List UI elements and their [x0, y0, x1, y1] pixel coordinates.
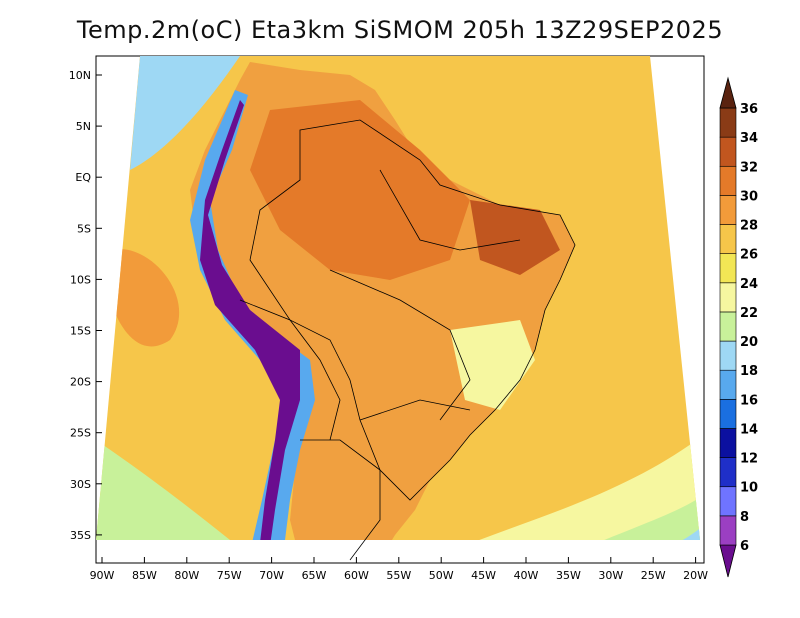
lon-label: 45W [471, 569, 496, 582]
lon-label: 25W [641, 569, 666, 582]
lon-label: 55W [386, 569, 411, 582]
colorbar-label: 32 [740, 160, 758, 175]
pacific-north-cool [130, 56, 240, 170]
colorbar-band [719, 282, 737, 313]
lon-label: 75W [217, 569, 242, 582]
amazon-hot-region [250, 100, 470, 280]
lon-label: 50W [429, 569, 454, 582]
colorbar-label: 14 [740, 422, 758, 437]
colorbar-max-arrow [719, 76, 737, 109]
colorbar-band [719, 253, 737, 284]
lat-label: 30S [70, 478, 91, 491]
lat-label: 25S [70, 427, 91, 440]
colorbar-label: 6 [740, 539, 749, 554]
colorbar-label: 24 [740, 277, 758, 292]
colorbar-band [719, 165, 737, 196]
colorbar-band [719, 107, 737, 138]
colorbar-band [719, 428, 737, 458]
northeast-hot-region [470, 200, 560, 275]
colorbar-band [719, 515, 737, 546]
country-borders [239, 119, 576, 561]
border-brazil-states-2 [329, 269, 471, 421]
lat-label: 35S [70, 529, 91, 542]
pacific-north-warm [110, 248, 180, 347]
lon-label: 70W [259, 569, 284, 582]
colorbar-label: 18 [740, 364, 758, 379]
lat-label: 10S [70, 273, 91, 286]
colorbar-band [719, 486, 737, 517]
chart-title: Temp.2m(oC) Eta3km SiSMOM 205h 13Z29SEP2… [76, 16, 724, 44]
latitude-axis: 10N 5N EQ 5S 10S 15S 20S 25S 30S 35S [69, 69, 102, 542]
lon-label: 30W [598, 569, 623, 582]
colorbar-label: 20 [740, 335, 758, 350]
lon-label: 90W [90, 569, 115, 582]
model-domain [96, 56, 700, 540]
colorbar-band [719, 399, 737, 429]
colorbar-label: 30 [740, 189, 758, 204]
lat-label: EQ [75, 171, 91, 184]
colorbar-label: 8 [740, 510, 749, 525]
lat-label: 15S [70, 325, 91, 338]
colorbar-band [719, 136, 737, 167]
colorbar-label: 28 [740, 219, 758, 234]
border-brazil-states-1 [379, 169, 521, 251]
colorbar-label: 16 [740, 393, 758, 408]
longitude-axis: 90W 85W 80W 75W 70W 65W 60W 55W 50W 45W 40W 35W 30W 2… [90, 557, 708, 582]
colorbar-band [719, 311, 737, 342]
lon-label: 40W [514, 569, 539, 582]
colorbar-band [719, 224, 737, 254]
border-brazil-states-3 [359, 399, 471, 421]
lat-label: 20S [70, 376, 91, 389]
colorbar-label: 34 [740, 131, 758, 146]
colorbar-label: 12 [740, 452, 758, 467]
colorbar-band [719, 369, 737, 400]
lon-label: 85W [132, 569, 157, 582]
colorbar-label: 22 [740, 306, 758, 321]
colorbar: 6 8 10 12 14 16 18 20 22 24 26 28 30 32 34 36 [719, 76, 758, 578]
lat-label: 5N [76, 120, 91, 133]
colorbar-label: 10 [740, 481, 758, 496]
lon-label: 65W [302, 569, 327, 582]
colorbar-band [719, 457, 737, 488]
lon-label: 20W [683, 569, 708, 582]
pacific-cool-tongue [96, 440, 230, 540]
lat-label: 5S [77, 222, 91, 235]
border-argentina [300, 439, 381, 561]
colorbar-label: 36 [740, 102, 758, 117]
border-peru-bolivia [239, 299, 341, 441]
lat-label: 10N [69, 69, 91, 82]
lon-label: 35W [556, 569, 581, 582]
lon-label: 60W [344, 569, 369, 582]
colorbar-label: 26 [740, 248, 758, 263]
lon-label: 80W [174, 569, 199, 582]
colorbar-min-arrow [719, 544, 737, 578]
andes-very-cold-strip [200, 100, 300, 540]
colorbar-band [719, 195, 737, 225]
colorbar-band [719, 340, 737, 371]
